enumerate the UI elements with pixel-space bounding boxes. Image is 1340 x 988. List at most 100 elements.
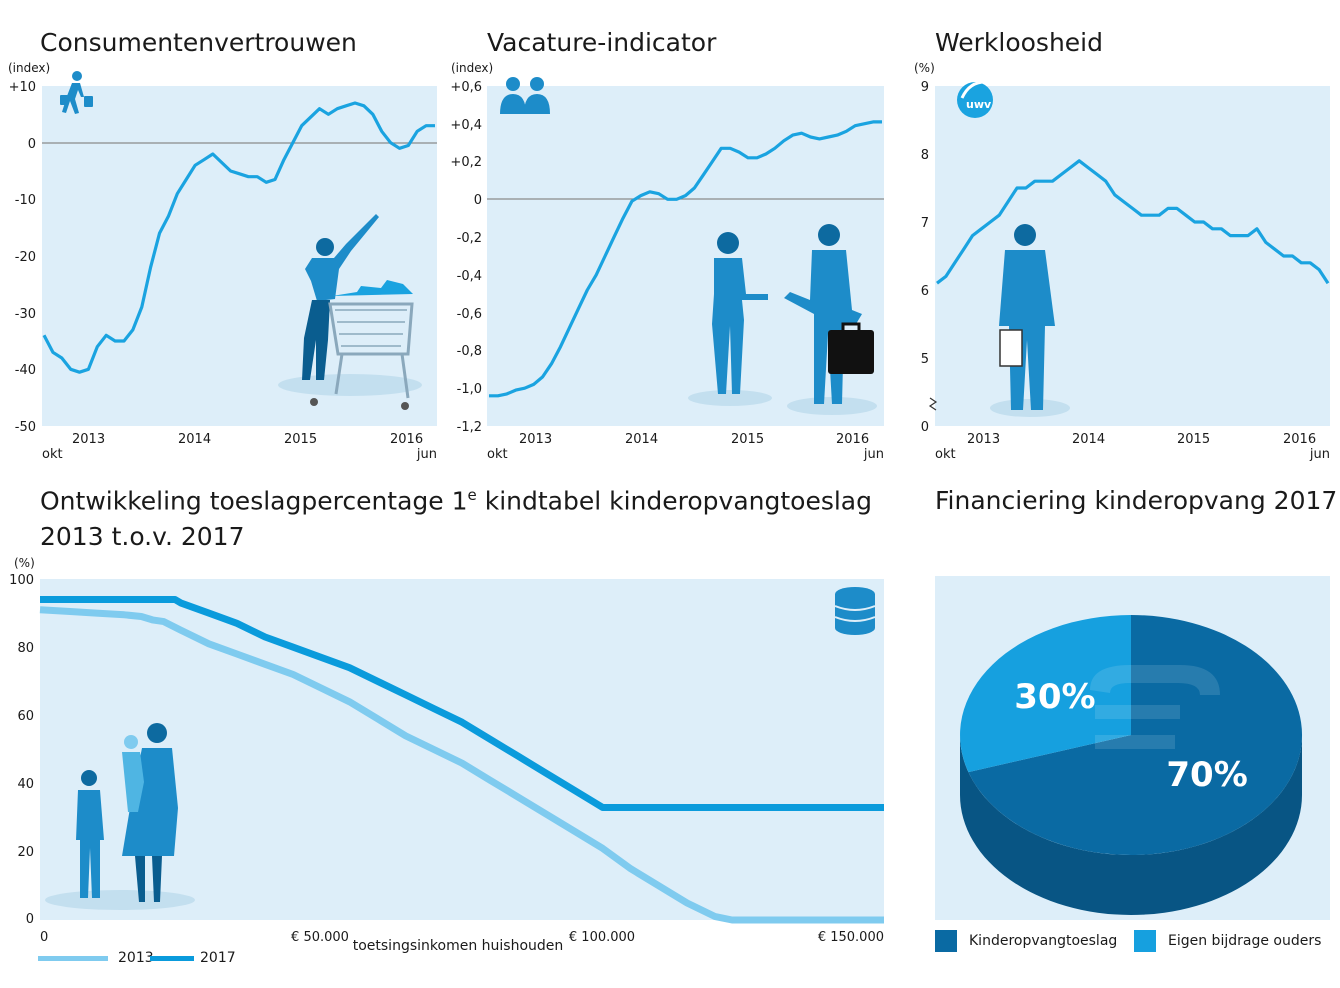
euro-watermark-icon [1090,665,1220,749]
x-tick-label: 2014 [178,432,211,447]
legend-item-2017: 2017 [150,950,236,966]
x-tick-label: 2013 [967,432,1000,447]
uwv-logo-text: uwv [966,98,992,111]
toeslag-title-part1: Ontwikkeling toeslagpercentage 1 [40,486,468,516]
pie-chart: 70% 30% [960,615,1303,915]
legend-label-kinderopvangtoeslag: Kinderopvangtoeslag [969,933,1118,949]
y-tick-label: 0 [474,193,482,208]
y-tick-label: +0,2 [450,155,482,170]
y-tick-label: -0,6 [457,307,482,322]
coins-stack-icon [834,587,876,635]
y-tick-label: -1,2 [457,420,482,435]
consumer-x-ticks: 2013 2014 2015 2016 okt jun [42,432,437,462]
y-tick-label: 0 [921,420,929,435]
x-tick-label: 2016 [1283,432,1316,447]
legend-item-2013: 2013 [38,950,154,966]
family-illustration [45,723,195,910]
consumer-chart-title: Consumentenvertrouwen [40,28,357,57]
x-tick-label: 2016 [390,432,423,447]
x-tick-label: 0 [40,930,48,945]
toeslag-plot-area [40,579,884,920]
toeslag-chart-subtitle: 2013 t.o.v. 2017 [40,522,245,551]
x-start-label: okt [935,447,956,462]
legend-item-eigen-bijdrage: Eigen bijdrage ouders [1134,930,1321,952]
legend-swatch-eigen-bijdrage [1134,930,1156,952]
y-tick-label: 8 [921,148,929,163]
consumer-unit-label: (index) [8,61,50,75]
x-tick-label: € 100.000 [569,930,635,945]
x-tick-label: 2015 [284,432,317,447]
legend-label-2017: 2017 [200,950,236,966]
y-tick-label: -0,2 [457,231,482,246]
y-tick-label: 0 [28,137,36,152]
werkloos-x-ticks: 2013 2014 2015 2016 okt jun [935,432,1330,462]
legend-label-2013: 2013 [118,950,154,966]
legend-swatch-2017 [150,955,194,961]
werkloos-y-ticks: 9 8 7 6 5 0 [921,80,929,435]
people-icon [500,77,550,114]
vacature-series-line [489,120,882,398]
legend-label-eigen-bijdrage: Eigen bijdrage ouders [1168,933,1322,949]
pie-slice-eigen-bijdrage [960,615,1131,773]
werkloos-chart-title: Werkloosheid [935,28,1103,57]
y-tick-label: -10 [15,193,36,208]
y-tick-label: -50 [15,420,36,435]
x-end-label: jun [416,447,437,462]
toeslag-unit-label: (%) [14,556,35,570]
y-tick-label: 6 [921,284,929,299]
series-layer [39,101,1330,924]
y-tick-label: -40 [15,363,36,378]
y-tick-label: 60 [17,709,34,724]
x-tick-label: 2014 [625,432,658,447]
y-tick-label: 0 [26,912,34,927]
werkloos-plot-area [935,86,1330,426]
uwv-logo-icon: uwv [957,80,999,118]
x-tick-label: 2015 [731,432,764,447]
consumer-series-line [42,101,435,374]
x-tick-label: € 150.000 [818,930,884,945]
toeslag-x-ticks: 0 € 50.000 € 100.000 € 150.000 toetsings… [40,930,884,954]
x-tick-label: 2013 [72,432,105,447]
x-end-label: jun [1309,447,1330,462]
toeslag-chart-title: Ontwikkeling toeslagpercentage 1e kindta… [40,486,872,515]
x-tick-label: 2013 [519,432,552,447]
toeslag-series-2013 [39,606,884,924]
y-tick-label: -20 [15,250,36,265]
y-tick-label: +10 [9,80,36,95]
toeslag-title-sup: e [467,486,477,504]
legend-swatch-2013 [38,955,108,961]
y-tick-label: 9 [921,80,929,95]
x-end-label: jun [863,447,884,462]
y-tick-label: 40 [17,777,34,792]
toeslag-y-ticks: 100 80 60 40 20 0 [9,573,34,927]
x-start-label: okt [42,447,63,462]
pie-slice-kinderopvangtoeslag [968,615,1303,856]
toeslag-x-axis-label: toetsingsinkomen huishouden [353,938,564,954]
man-with-clipboard-illustration [990,224,1070,417]
x-tick-label: 2015 [1177,432,1210,447]
y-tick-label: +0,6 [450,80,482,95]
pie-side [960,735,1302,915]
toeslag-title-part2: kindtabel kinderopvangtoeslag [476,486,872,516]
y-tick-label: 7 [921,216,929,231]
axis-break-marker [928,397,938,411]
y-tick-label: +0,4 [450,118,482,133]
legend-swatch-kinderopvangtoeslag [935,930,957,952]
pedestrian-shopping-icon [60,71,93,114]
handshake-illustration [688,224,877,415]
x-tick-label: 2014 [1072,432,1105,447]
pie-label-kinderopvangtoeslag: 70% [1166,755,1247,795]
legend-item-kinderopvangtoeslag: Kinderopvangtoeslag [935,930,1117,952]
y-tick-label: -1,0 [457,382,482,397]
vacature-y-ticks: +0,6 +0,4 +0,2 0 -0,2 -0,4 -0,6 -0,8 -1,… [450,80,482,435]
y-tick-label: 100 [9,573,34,588]
financiering-chart-title: Financiering kinderopvang 2017 [935,486,1338,515]
y-tick-label: -0,8 [457,344,482,359]
y-tick-label: 80 [17,641,34,656]
y-tick-label: 5 [921,352,929,367]
vacature-chart-title: Vacature-indicator [487,28,717,57]
werkloos-series-line [936,159,1330,285]
y-tick-label: -0,4 [457,269,482,284]
werkloos-unit-label: (%) [914,61,935,75]
